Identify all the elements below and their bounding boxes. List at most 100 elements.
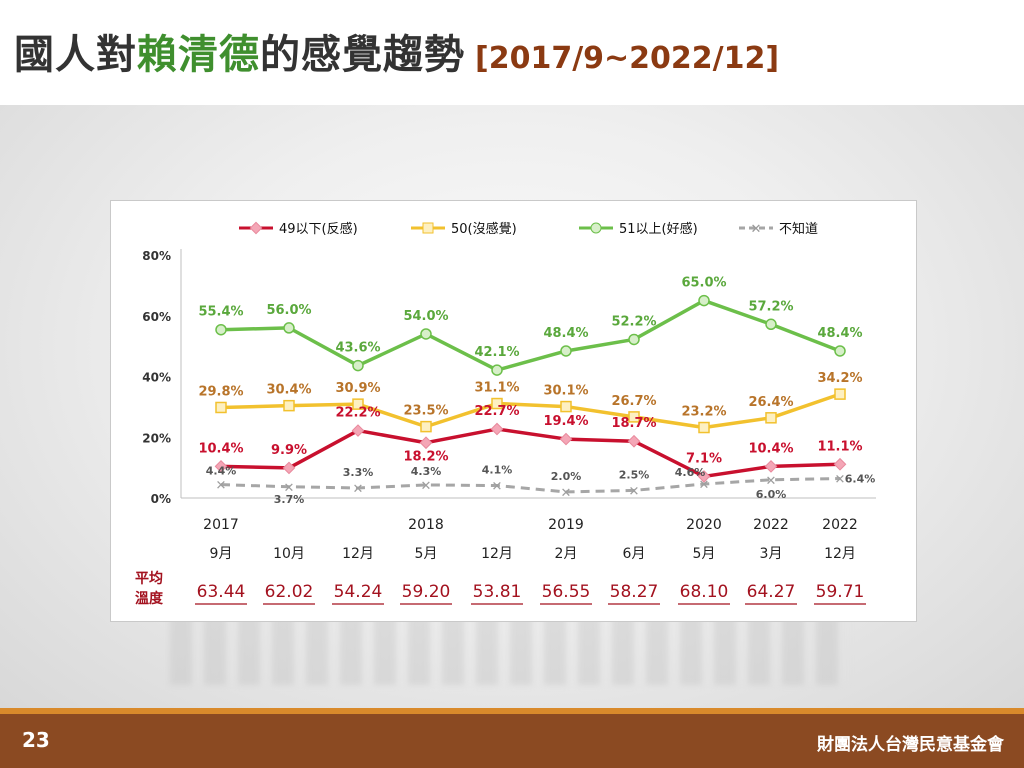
data-label: 3.7% [274,493,305,506]
data-label: 31.1% [474,381,519,396]
x-month-label: 12月 [342,546,374,562]
data-label: 4.6% [675,466,706,479]
data-label: 11.1% [817,439,862,454]
data-point [352,398,364,410]
title-suffix: 的感覺趨勢 [260,32,465,78]
avg-temperature-value: 59.20 [402,582,451,602]
data-label: 22.2% [335,406,380,421]
x-year-label: 2020 [686,517,722,533]
data-point [628,333,640,346]
data-point [215,401,227,414]
legend-label: 49以下(反感) [279,221,358,237]
data-label: 4.1% [482,464,513,477]
data-point [834,345,846,357]
chart-panel: 0% 20% 40% 60% 80% 2017 9月 10月 12月 2018 5月 12月 2019 2… [110,200,917,622]
data-label: 10.4% [198,441,243,456]
data-label: 43.6% [335,341,380,356]
title-prefix: 國人對 [14,32,137,78]
avg-temperature-value: 53.81 [473,582,522,602]
page-title: 國人對賴清德的感覺趨勢 [2017/9~2022/12] [14,22,779,80]
data-label: 26.7% [611,394,656,409]
y-tick-label: 0% [151,492,171,506]
data-label: 10.4% [748,441,793,456]
data-label: 34.2% [817,371,862,386]
data-point [697,470,711,483]
series-line [220,392,841,430]
data-point: ✕ [699,478,710,493]
series-line [220,427,841,479]
data-label: 6.4% [845,473,876,486]
x-month-label: 9月 [210,546,233,562]
data-label: 48.4% [543,326,588,341]
data-label: 19.4% [543,414,588,429]
avg-temperature-value: 64.27 [747,582,796,602]
data-label: 4.4% [206,465,237,478]
data-label: 29.8% [198,384,243,399]
data-point: ✕ [421,479,432,494]
data-point [491,364,503,376]
data-point [698,294,710,307]
data-point: ✕ [835,473,846,488]
data-point: ✕ [353,482,364,497]
y-tick-label: 60% [142,310,171,324]
data-label: 30.9% [335,381,380,396]
data-point [491,397,503,410]
data-label: 56.0% [266,303,311,318]
y-tick-label: 80% [142,249,171,263]
data-label: 4.3% [411,465,442,478]
x-month-label: 10月 [273,546,305,562]
avg-temperature-value: 59.71 [816,582,865,602]
data-point: ✕ [766,474,777,489]
data-label: 30.4% [266,383,311,398]
y-tick-label: 40% [142,371,171,385]
x-year-label: 2019 [548,517,584,533]
legend-label: 不知道 [779,221,818,237]
avg-temperature-value: 58.27 [610,582,659,602]
legend-marker [249,221,263,235]
data-label: 18.7% [611,416,656,431]
data-point [765,412,777,424]
avg-label-line1: 平均 [135,570,163,587]
trend-chart: 0% 20% 40% 60% 80% 2017 9月 10月 12月 2018 5月 12月 2019 2… [135,221,876,607]
data-point [214,460,228,473]
avg-temperature-value: 56.55 [542,582,591,602]
data-point [627,434,641,448]
legend-label: 50(沒感覺) [451,221,517,237]
data-point [560,345,572,357]
data-point [283,399,295,412]
data-label: 23.2% [681,405,726,420]
data-point [420,328,432,340]
data-point [834,388,846,400]
data-point [352,359,364,372]
x-month-label: 6月 [623,546,646,562]
series-line [220,477,841,494]
data-point [215,323,227,336]
data-label: 18.2% [403,450,448,465]
organization-name: 財團法人台灣民意基金會 [817,735,1004,755]
page-number: 23 [22,728,50,752]
data-point [419,436,433,450]
data-point [283,322,295,334]
data-label: 26.4% [748,395,793,410]
data-label: 30.1% [543,384,588,399]
data-point: ✕ [284,481,295,496]
x-month-label: 5月 [693,546,716,562]
data-point [351,424,365,437]
data-point [764,460,778,473]
legend-marker [590,222,602,234]
x-month-label: 12月 [824,546,856,562]
data-label: 2.5% [619,468,650,481]
data-label: 48.4% [817,326,862,341]
data-point [833,457,847,471]
y-tick-label: 20% [142,431,171,445]
data-point [282,461,296,475]
x-year-label: 2017 [203,517,239,533]
data-point [698,421,710,434]
crowd-silhouette [170,615,850,685]
avg-temperature-value: 62.02 [265,582,314,602]
data-label: 54.0% [403,309,448,324]
x-year-label: 2022 [753,517,789,533]
data-point: ✕ [629,484,640,499]
x-year-label: 2022 [822,517,858,533]
title-highlight: 賴清德 [137,32,260,78]
